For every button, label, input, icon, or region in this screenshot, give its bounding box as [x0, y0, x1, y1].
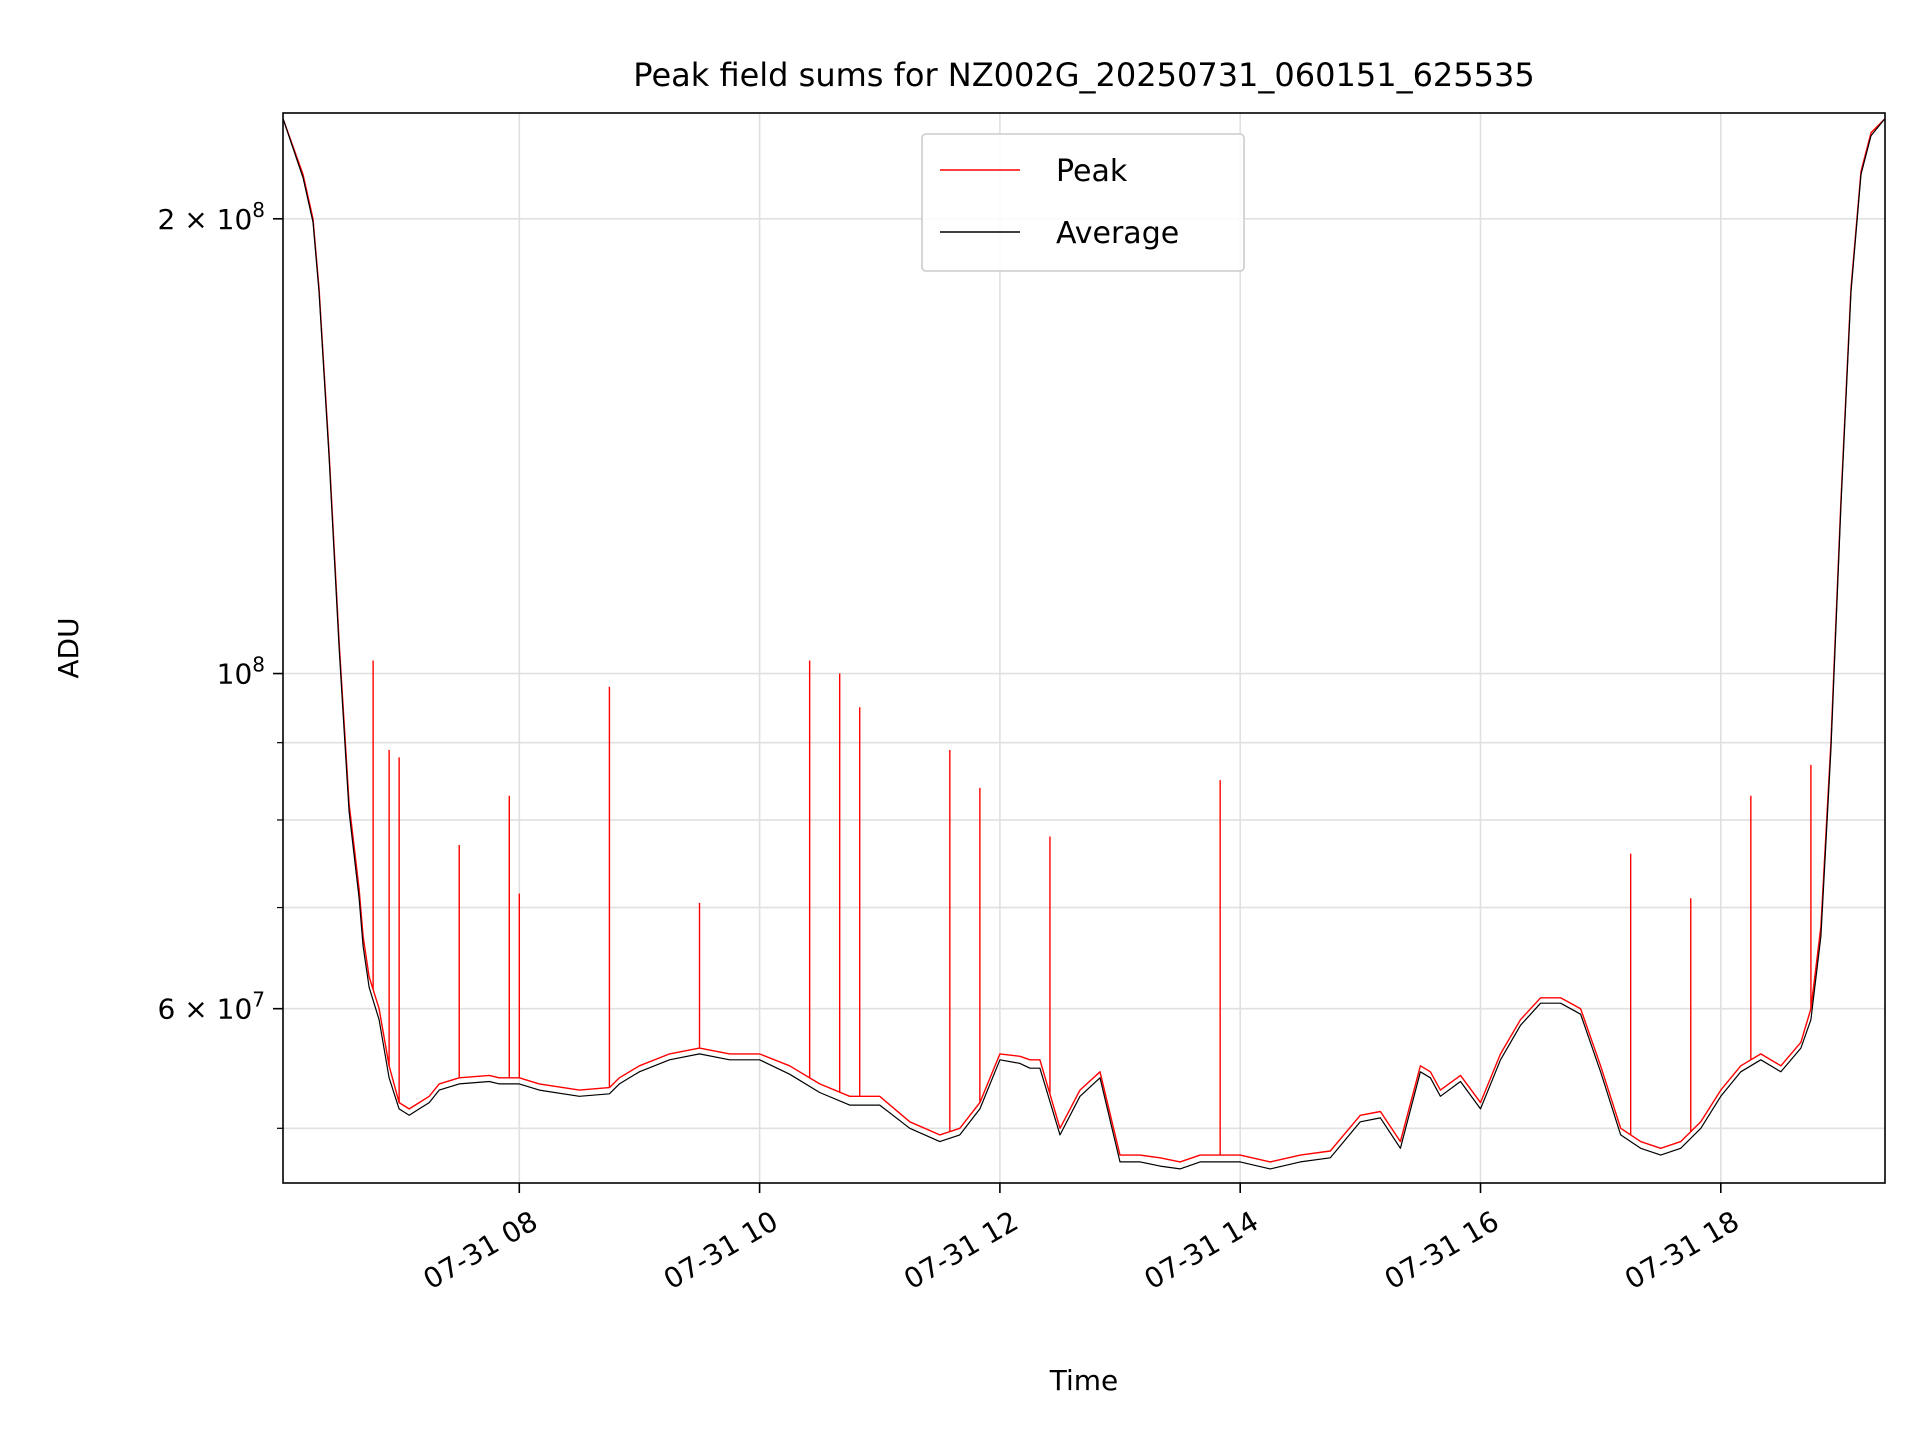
y-tick-label: 6 × 107 [158, 988, 265, 1026]
y-tick-label: 2 × 108 [158, 198, 265, 236]
plot-frame [282, 112, 1886, 1184]
x-axis-label: Time [1049, 1364, 1119, 1397]
series-layer [283, 118, 1885, 1170]
x-tick-label: 07-31 16 [1379, 1204, 1505, 1296]
y-tick-label: 108 [217, 653, 265, 691]
x-ticks: 07-31 08 07-31 10 07-31 12 07-31 14 07-31 16… [418, 1183, 1745, 1296]
series-line-average [283, 118, 1885, 1170]
y-axis-label: ADU [52, 617, 85, 678]
grid [283, 113, 1885, 1183]
legend: Peak Average [921, 133, 1245, 272]
series-line-peak [283, 118, 1885, 1163]
x-tick-label: 07-31 10 [658, 1204, 784, 1296]
x-tick-label: 07-31 14 [1139, 1204, 1265, 1296]
chart-title: Peak field sums for NZ002G_20250731_0601… [633, 56, 1534, 94]
legend-label-average: Average [1056, 216, 1179, 251]
legend-label-peak: Peak [1056, 154, 1128, 189]
legend-box [921, 133, 1245, 272]
x-tick-label: 07-31 18 [1619, 1204, 1745, 1296]
y-ticks: 6 × 107 108 2 × 108 [158, 198, 283, 1129]
x-tick-label: 07-31 08 [418, 1204, 544, 1296]
x-tick-label: 07-31 12 [898, 1204, 1024, 1296]
